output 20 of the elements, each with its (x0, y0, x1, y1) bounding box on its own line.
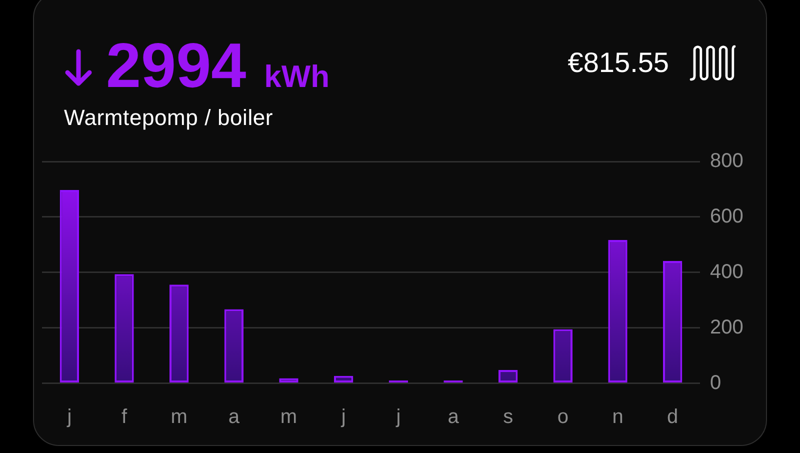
x-tick-label: m (280, 406, 298, 428)
y-tick-label: 0 (710, 372, 722, 394)
x-tick-label: j (395, 406, 401, 428)
x-tick-label: a (228, 406, 240, 428)
x-tick-label: j (340, 406, 346, 428)
y-tick-label: 600 (710, 205, 744, 228)
x-tick-label: f (121, 406, 128, 428)
y-tick-label: 800 (710, 150, 744, 172)
x-tick-label: o (557, 406, 568, 428)
chart-subtitle: Warmtepomp / boiler (64, 105, 274, 130)
x-tick-label: m (170, 406, 188, 428)
y-tick-label: 200 (710, 316, 744, 338)
x-tick-label: a (448, 406, 460, 428)
x-tick-label: j (66, 406, 72, 428)
y-tick-label: 400 (710, 260, 744, 283)
x-tick-label: d (667, 406, 678, 428)
x-tick-label: s (503, 406, 514, 428)
chart-title: 2994 kWh (106, 31, 330, 101)
x-tick-label: n (612, 406, 624, 428)
text: €815.55 (568, 47, 669, 78)
